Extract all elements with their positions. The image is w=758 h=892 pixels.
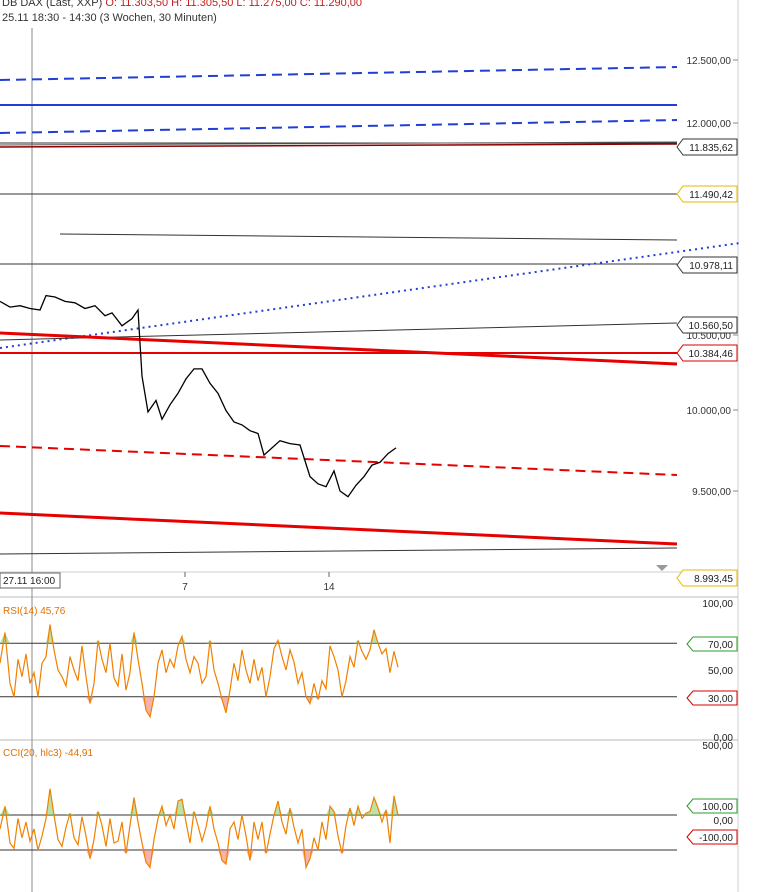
trend-line — [0, 547, 678, 555]
indicator-line — [0, 788, 399, 870]
chart-header-ohlc: DB DAX (Last, XXP) O: 11.303,50 H: 11.30… — [2, 0, 362, 9]
price-label: 10.560,50 — [689, 321, 734, 332]
symbol-label: DB DAX (Last, XXP) — [2, 0, 103, 9]
price-label: 8.993,45 — [694, 574, 733, 585]
indicator-line — [0, 624, 399, 719]
ohlc-values: O: 11.303,50 H: 11.305,50 L: 11.275,00 C… — [105, 0, 362, 9]
y-tick-label: -100,00 — [699, 833, 733, 844]
price-label: 11.490,42 — [689, 190, 733, 201]
trend-line — [0, 141, 678, 146]
level-label-box — [686, 798, 738, 814]
price-label-box — [676, 344, 738, 362]
red-channel-dashed — [0, 445, 678, 476]
price-line — [0, 294, 397, 498]
price-label-box — [676, 185, 738, 203]
y-tick-label: 12.000,00 — [687, 119, 732, 130]
y-tick-label: 0,00 — [714, 733, 734, 744]
level-label-box — [686, 690, 738, 706]
y-tick-label: 10.000,00 — [687, 406, 732, 417]
y-tick-label: 0,00 — [714, 816, 734, 827]
price-label-box — [676, 316, 738, 334]
price-label: 11.835,62 — [689, 143, 733, 154]
trend-line — [59, 233, 678, 241]
y-tick-label: 30,00 — [708, 694, 733, 705]
crosshair-date: 27.11 16:00 — [3, 576, 56, 587]
price-label-box — [676, 256, 738, 274]
cci-label: CCI(20, hlc3) -44,91 — [3, 748, 93, 759]
oversold-fill — [0, 850, 398, 868]
y-tick-label: 50,00 — [708, 666, 733, 677]
red-trend-lower — [0, 511, 678, 546]
scroll-down-icon — [656, 565, 668, 571]
oversold-fill — [0, 696, 398, 717]
level-label-box — [686, 636, 738, 652]
overbought-fill — [0, 624, 398, 644]
resistance-line — [0, 143, 678, 148]
y-tick-label: 100,00 — [702, 599, 733, 610]
y-tick-label: 70,00 — [708, 640, 733, 651]
price-label: 10.384,46 — [689, 349, 734, 360]
red-trend-upper — [0, 331, 678, 366]
blue-dotted-trendline — [0, 242, 741, 349]
price-label-box — [676, 569, 738, 587]
blue-channel-lower — [0, 119, 678, 134]
y-tick-label: 500,00 — [702, 741, 733, 752]
blue-channel-upper — [0, 66, 678, 81]
x-tick-label: 7 — [182, 582, 188, 593]
y-tick-label: 9.500,00 — [692, 487, 731, 498]
crosshair-date-box — [0, 572, 61, 589]
rsi-label: RSI(14) 45,76 — [3, 606, 66, 617]
x-tick-label: 14 — [323, 582, 335, 593]
chart-range-label: 25.11 18:30 - 14:30 (3 Wochen, 30 Minute… — [2, 12, 217, 24]
price-label-box — [676, 138, 738, 156]
overbought-fill — [0, 788, 398, 815]
y-tick-label: 12.500,00 — [687, 56, 732, 67]
y-tick-label: 10.500,00 — [687, 331, 732, 342]
level-label-box — [686, 829, 738, 845]
price-label: 10.978,11 — [689, 261, 733, 272]
y-tick-label: 100,00 — [702, 802, 733, 813]
